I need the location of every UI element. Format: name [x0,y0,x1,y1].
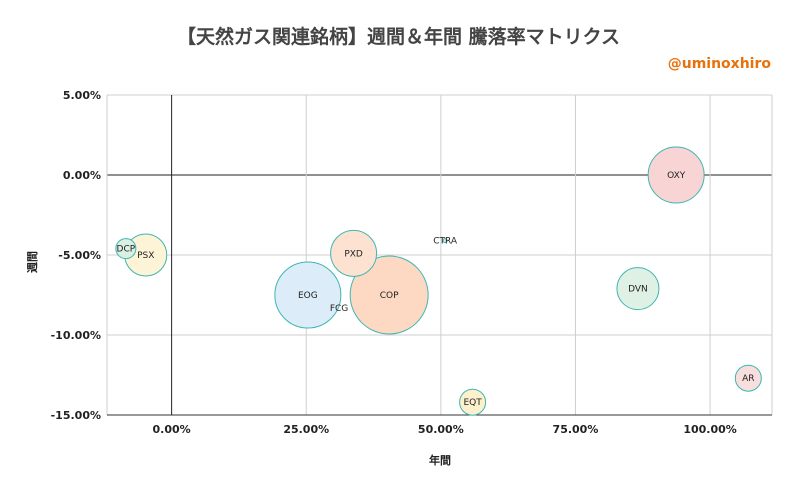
author-handle: @uminoxhiro [667,56,771,72]
point-bubble-dvn [616,267,660,311]
point-bubble-eqt [459,388,487,416]
x-axis-label: 年間 [429,453,451,467]
point-label-ar: AR [742,374,754,384]
point-bubble-pxd [330,229,378,277]
x-tick-label: 50.00% [418,423,464,436]
chart-title: 【天然ガス関連銘柄】週間＆年間 騰落率マトリクス [176,26,621,48]
y-tick-label: 0.00% [63,169,101,182]
point-bubble-ctra [442,238,448,244]
y-tick-label: 5.00% [63,89,101,102]
x-tick-label: 100.00% [683,423,736,436]
y-tick-label: -10.00% [51,329,101,342]
axes [106,95,773,416]
point-label-psx: PSX [137,251,154,261]
point-label-eog: EOG [298,291,318,301]
point-bubble-dcp [115,238,137,260]
x-tick-label: 25.00% [283,423,329,436]
point-label-oxy: OXY [667,171,686,181]
point-bubble-cop [349,255,429,335]
point-label-fcg: FCG [330,304,348,314]
point-label-cop: COP [380,291,399,301]
point-label-eqt: EQT [463,398,482,408]
x-tick-label: 75.00% [553,423,599,436]
point-label-dcp: DCP [117,245,136,255]
x-tick-label: 0.00% [153,423,191,436]
y-axis-label: 週間 [25,251,39,273]
y-tick-label: -5.00% [58,249,101,262]
point-bubble-ar [734,364,762,392]
tick-labels: 5.00% 0.00% -5.00% -10.00% -15.00% 0.00% 25.00… [51,89,737,436]
point-bubble-oxy [647,146,705,204]
point-label-pxd: PXD [344,249,363,259]
gridlines [107,94,772,416]
point-bubble-eog [274,261,342,329]
point-label-dvn: DVN [628,285,648,295]
y-tick-label: -15.00% [51,409,101,422]
point-label-ctra: CTRA [433,237,458,247]
